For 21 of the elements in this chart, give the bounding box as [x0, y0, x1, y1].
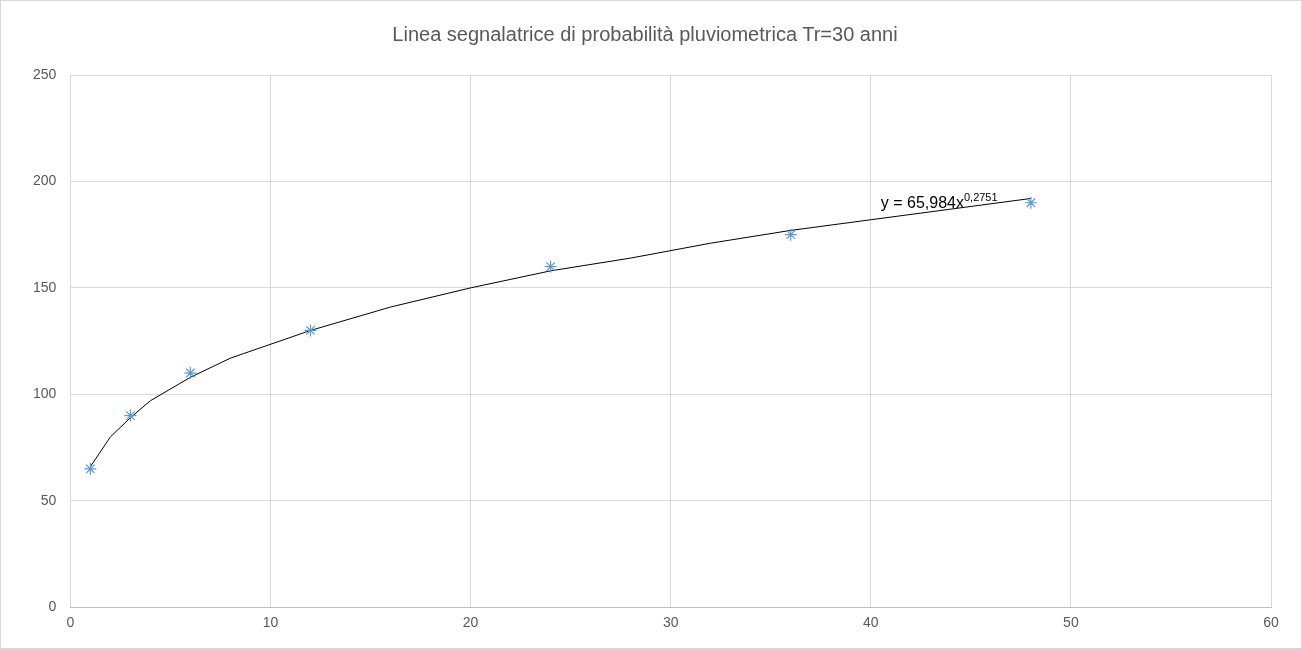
x-tick-label: 40	[863, 614, 879, 631]
y-tick-label: 250	[33, 65, 57, 82]
point	[544, 259, 558, 274]
point	[303, 323, 318, 338]
y-tick-label: 100	[33, 385, 57, 402]
y-tick-label: 150	[33, 278, 57, 295]
point	[784, 228, 798, 242]
x-tick-label: 50	[1063, 614, 1079, 631]
x-tick-label: 30	[662, 614, 679, 631]
x-tick-label: 0	[66, 614, 75, 631]
point	[183, 366, 198, 380]
y-tick-label: 50	[40, 491, 57, 508]
x-tick-label: 60	[1263, 614, 1279, 631]
y-tick-label: 200	[33, 172, 57, 189]
point	[123, 409, 137, 423]
x-tick-label: 20	[462, 614, 479, 631]
point	[83, 462, 97, 476]
y-tick-label: 0	[48, 598, 57, 615]
x-tick-label: 10	[262, 614, 279, 631]
chart-title: Linea segnalatrice di probabilità pluviometrica Tr=30 anni	[392, 22, 898, 45]
point	[1024, 196, 1038, 210]
